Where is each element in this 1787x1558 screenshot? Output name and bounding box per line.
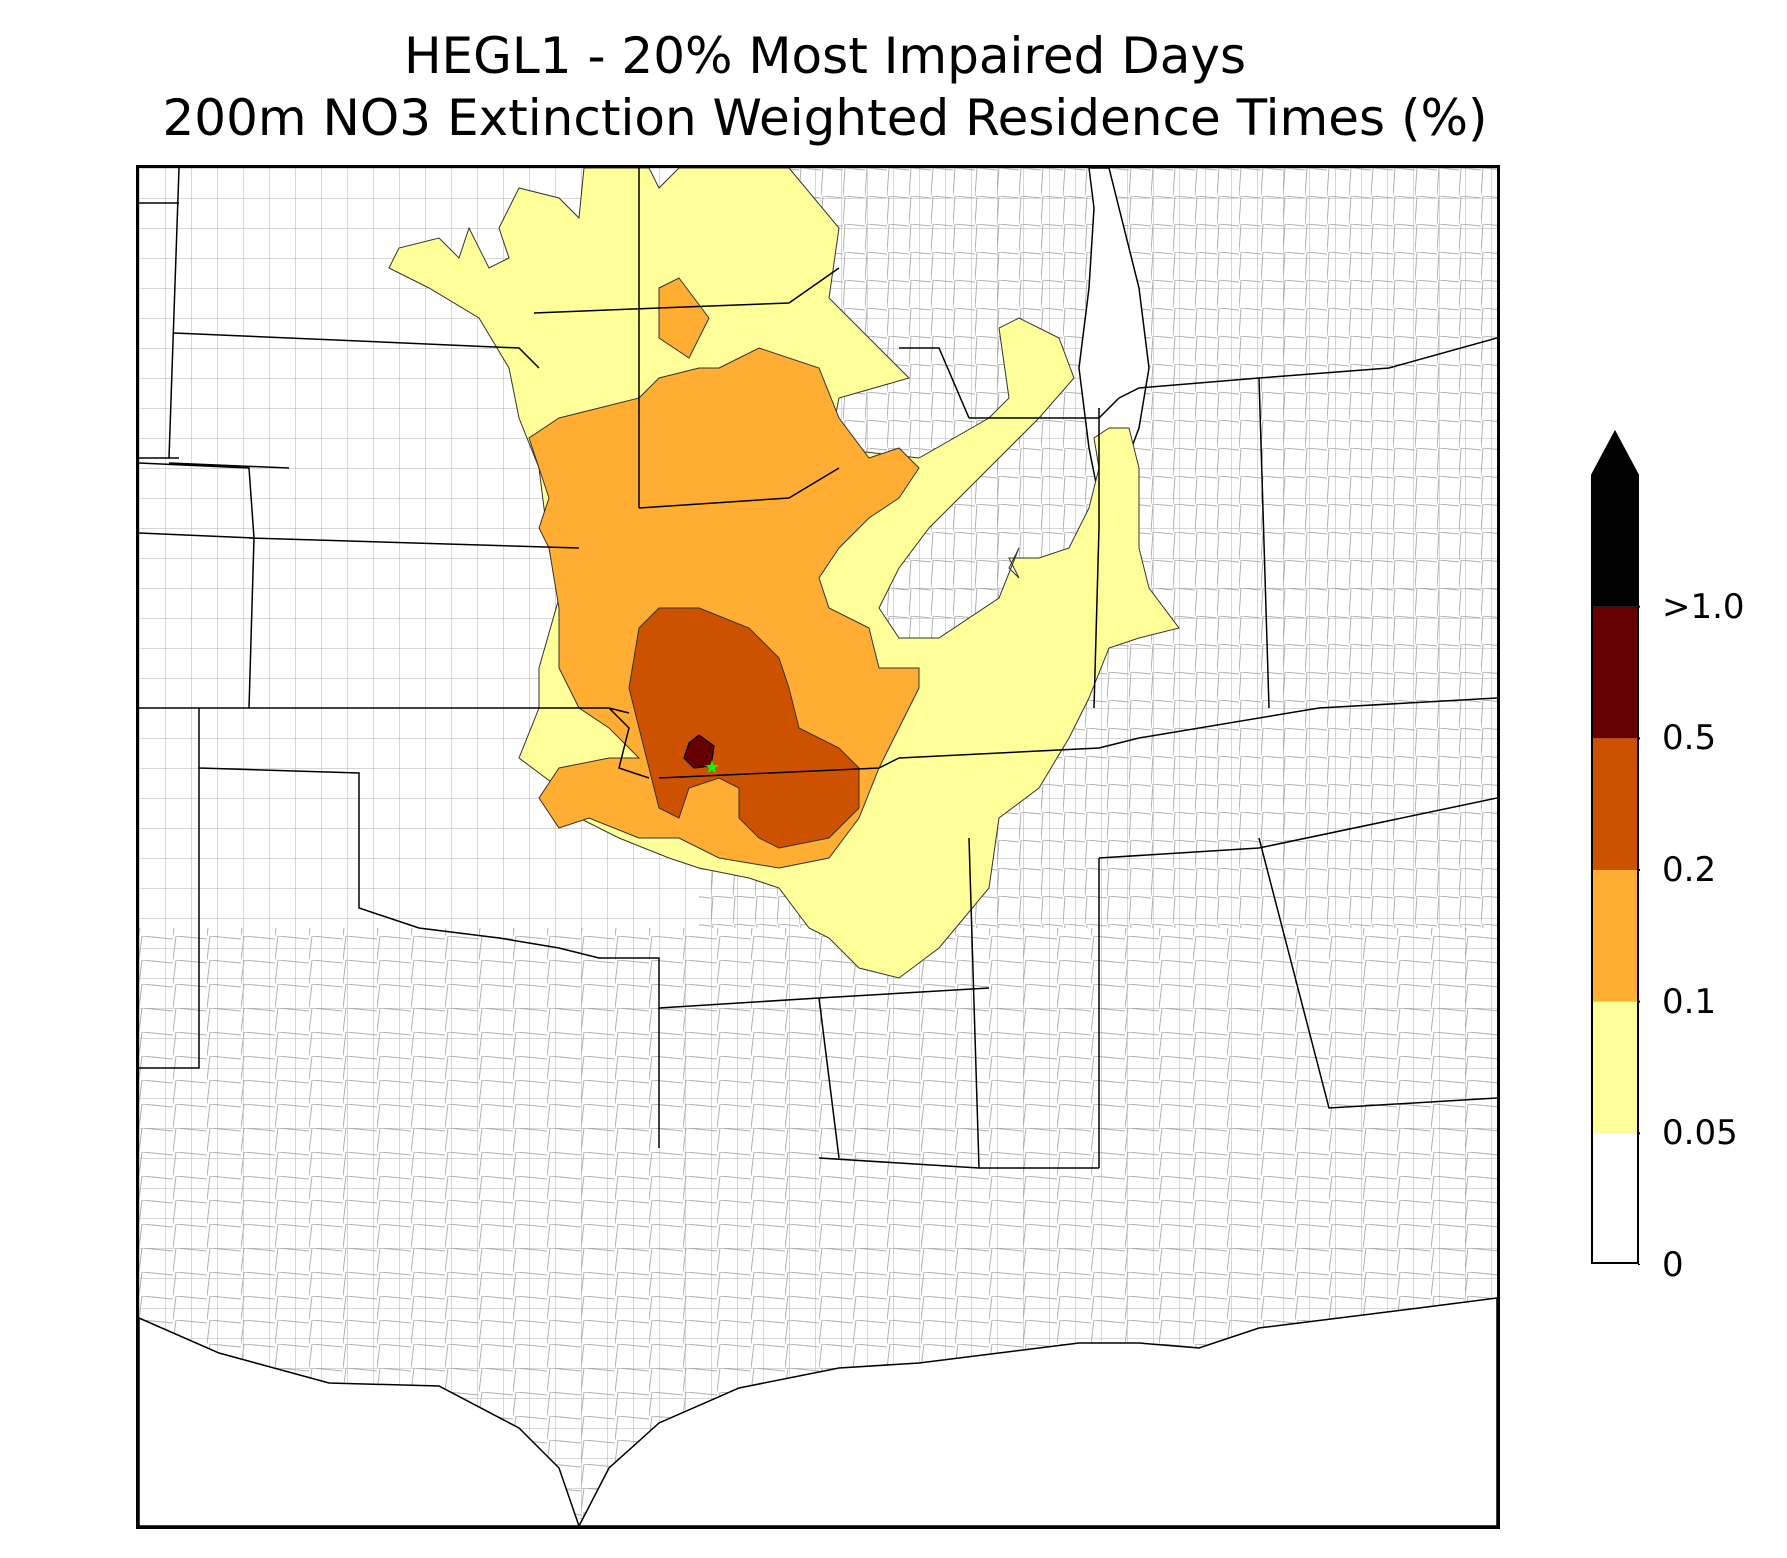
- colorbar-tick-label: 0.05: [1662, 1113, 1738, 1154]
- colorbar-block-0: [1592, 1133, 1638, 1265]
- contour-0.1: [528, 277, 920, 869]
- colorbar-block-4: [1592, 606, 1638, 739]
- colorbar-tick-label: 0.2: [1662, 850, 1717, 890]
- chart-title-line-1: HEGL1 - 20% Most Impaired Days: [403, 27, 1247, 85]
- contour-0.5: [683, 734, 715, 769]
- map-svg: ★: [139, 168, 1497, 1526]
- chart-title-line-2: 200m NO3 Extinction Weighted Residence T…: [162, 89, 1488, 147]
- contour-group: [388, 168, 1180, 979]
- colorbar-block-1: [1592, 1001, 1638, 1134]
- colorbar-tick-label: 0.5: [1662, 718, 1717, 759]
- colorbar-tick-label: 0: [1662, 1245, 1684, 1285]
- colorbar-tick-label: >1.0: [1662, 586, 1745, 627]
- colorbar-tick-label: 0.1: [1662, 981, 1717, 1022]
- colorbar-block-2: [1592, 870, 1638, 1002]
- colorbar-extend-arrow: [1592, 432, 1638, 475]
- gulf-of-mexico: [139, 1297, 1497, 1526]
- colorbar-block-5: [1592, 475, 1638, 607]
- colorbar-block-3: [1592, 738, 1638, 870]
- state-boundaries: [139, 168, 1497, 1169]
- map-panel: ★: [136, 165, 1500, 1529]
- site-marker-star-icon: ★: [704, 757, 720, 778]
- colorbar: [1591, 430, 1640, 1265]
- contour-0.2: [628, 607, 860, 849]
